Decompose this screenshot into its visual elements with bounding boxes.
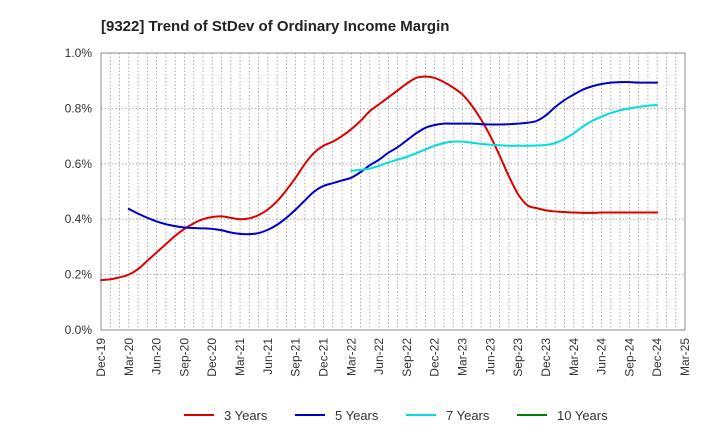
- x-tick-label: Jun-24: [595, 338, 609, 375]
- y-tick-label: 0.0%: [65, 323, 93, 337]
- legend-label: 7 Years: [446, 408, 490, 423]
- y-tick-label: 0.4%: [65, 212, 93, 226]
- series-line-3-years: [100, 75, 659, 282]
- x-tick-label: Mar-23: [456, 338, 470, 376]
- grid: [101, 53, 685, 330]
- y-tick-label: 0.8%: [65, 101, 93, 115]
- x-tick-label: Sep-24: [622, 338, 636, 377]
- x-tick-label: Dec-21: [316, 338, 330, 377]
- x-tick-label: Mar-24: [567, 338, 581, 376]
- y-tick-label: 0.6%: [65, 157, 93, 171]
- x-tick-label: Jun-20: [150, 338, 164, 375]
- legend-label: 10 Years: [557, 408, 608, 423]
- x-tick-label: Sep-21: [289, 338, 303, 377]
- legend-item: 7 Years: [406, 408, 490, 423]
- x-tick-label: Jun-22: [372, 338, 386, 375]
- x-tick-label: Jun-21: [261, 338, 275, 375]
- x-tick-label: Dec-20: [205, 338, 219, 377]
- series-line-5-years: [127, 81, 659, 236]
- x-tick-label: Mar-21: [233, 338, 247, 376]
- x-tick-label: Sep-20: [177, 338, 191, 377]
- y-tick-label: 0.2%: [65, 268, 93, 282]
- chart-title: [9322] Trend of StDev of Ordinary Income…: [101, 18, 449, 35]
- x-tick-label: Dec-22: [428, 338, 442, 377]
- legend-label: 5 Years: [335, 408, 379, 423]
- plot-area-frame: [100, 52, 686, 331]
- series-line-7-years: [350, 104, 659, 172]
- series-lines: [100, 75, 659, 282]
- x-tick-label: Dec-24: [650, 338, 664, 377]
- x-tick-label: Sep-22: [400, 338, 414, 377]
- x-tick-label: Mar-25: [678, 338, 692, 376]
- legend-label: 3 Years: [224, 408, 268, 423]
- x-tick-label: Jun-23: [483, 338, 497, 375]
- x-tick-label: Dec-19: [94, 338, 108, 377]
- legend: 3 Years 5 Years 7 Years 10 Years: [184, 408, 608, 423]
- legend-item: 3 Years: [184, 408, 268, 423]
- x-tick-label: Dec-23: [539, 338, 553, 377]
- legend-item: 10 Years: [517, 408, 608, 423]
- x-tick-label: Sep-23: [511, 338, 525, 377]
- legend-item: 5 Years: [295, 408, 379, 423]
- axes: 0.0% 0.2% 0.4% 0.6% 0.8% 1.0% Dec-19 Mar-20 Jun-…: [65, 46, 692, 377]
- y-tick-label: 1.0%: [65, 46, 93, 60]
- x-tick-label: Mar-20: [122, 338, 136, 376]
- x-tick-label: Mar-22: [344, 338, 358, 376]
